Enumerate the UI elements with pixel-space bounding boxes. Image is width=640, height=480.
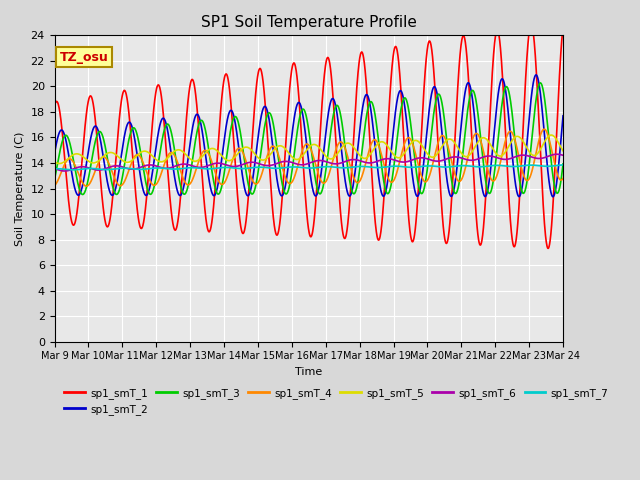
sp1_smT_6 (545, 154, 552, 159)
sp1_smT_7 (298, 165, 306, 170)
sp1_smT_6 (553, 151, 561, 157)
sp1_smT_7 (451, 163, 459, 169)
Title: SP1 Soil Temperature Profile: SP1 Soil Temperature Profile (201, 15, 417, 30)
sp1_smT_5 (545, 133, 552, 139)
sp1_smT_5 (298, 154, 306, 159)
sp1_smT_4 (77, 176, 84, 181)
sp1_smT_1 (51, 103, 58, 109)
sp1_smT_1 (451, 136, 459, 142)
sp1_smT_6 (545, 153, 552, 159)
sp1_smT_3 (545, 135, 552, 141)
sp1_smT_7 (77, 167, 84, 172)
sp1_smT_1 (77, 176, 84, 182)
sp1_smT_6 (451, 154, 459, 160)
sp1_smT_7 (545, 163, 552, 169)
sp1_smT_6 (77, 164, 84, 170)
Line: sp1_smT_5: sp1_smT_5 (54, 135, 563, 164)
sp1_smT_5 (547, 132, 555, 138)
sp1_smT_5 (56, 161, 63, 167)
sp1_smT_3 (79, 192, 86, 197)
sp1_smT_4 (51, 183, 58, 189)
sp1_smT_3 (536, 80, 544, 86)
sp1_smT_2 (451, 181, 459, 187)
sp1_smT_7 (285, 164, 292, 170)
sp1_smT_3 (545, 132, 552, 138)
sp1_smT_4 (540, 126, 548, 132)
sp1_smT_2 (51, 151, 58, 156)
sp1_smT_1 (559, 24, 567, 30)
sp1_smT_1 (298, 138, 306, 144)
Y-axis label: Soil Temperature (C): Soil Temperature (C) (15, 132, 25, 246)
sp1_smT_2 (77, 190, 84, 195)
sp1_smT_1 (544, 246, 552, 252)
sp1_smT_7 (545, 163, 552, 169)
Line: sp1_smT_4: sp1_smT_4 (54, 129, 563, 186)
sp1_smT_5 (559, 148, 567, 154)
sp1_smT_5 (51, 159, 58, 165)
sp1_smT_7 (559, 162, 567, 168)
sp1_smT_2 (559, 113, 567, 119)
sp1_smT_3 (298, 107, 306, 113)
sp1_smT_2 (545, 174, 552, 180)
sp1_smT_1 (545, 245, 552, 251)
sp1_smT_4 (83, 183, 90, 189)
X-axis label: Time: Time (295, 367, 323, 377)
sp1_smT_3 (285, 187, 292, 192)
sp1_smT_1 (527, 22, 535, 27)
sp1_smT_2 (298, 107, 306, 112)
Line: sp1_smT_1: sp1_smT_1 (54, 24, 563, 249)
sp1_smT_4 (451, 172, 459, 178)
sp1_smT_6 (285, 159, 292, 165)
sp1_smT_4 (285, 180, 292, 186)
Line: sp1_smT_7: sp1_smT_7 (54, 165, 563, 170)
Line: sp1_smT_3: sp1_smT_3 (54, 83, 563, 194)
sp1_smT_3 (451, 191, 459, 196)
sp1_smT_2 (549, 194, 557, 200)
sp1_smT_5 (545, 133, 552, 139)
sp1_smT_3 (559, 161, 567, 167)
sp1_smT_4 (559, 175, 567, 181)
sp1_smT_6 (298, 162, 306, 168)
sp1_smT_5 (77, 152, 84, 158)
sp1_smT_4 (298, 148, 306, 154)
sp1_smT_4 (545, 134, 552, 140)
sp1_smT_1 (284, 102, 292, 108)
sp1_smT_7 (68, 167, 76, 173)
sp1_smT_3 (77, 189, 84, 195)
sp1_smT_3 (51, 177, 58, 182)
sp1_smT_2 (545, 172, 552, 178)
sp1_smT_2 (284, 163, 292, 168)
sp1_smT_6 (559, 153, 567, 158)
sp1_smT_1 (545, 245, 552, 251)
sp1_smT_4 (545, 135, 552, 141)
sp1_smT_6 (61, 168, 68, 174)
Legend: sp1_smT_1, sp1_smT_2, sp1_smT_3, sp1_smT_4, sp1_smT_5, sp1_smT_6, sp1_smT_7: sp1_smT_1, sp1_smT_2, sp1_smT_3, sp1_smT… (60, 384, 612, 419)
sp1_smT_5 (285, 150, 292, 156)
sp1_smT_6 (51, 166, 58, 171)
sp1_smT_5 (451, 141, 459, 146)
Line: sp1_smT_2: sp1_smT_2 (54, 75, 563, 197)
Text: TZ_osu: TZ_osu (60, 51, 108, 64)
sp1_smT_2 (532, 72, 540, 78)
sp1_smT_7 (51, 166, 58, 172)
Line: sp1_smT_6: sp1_smT_6 (54, 154, 563, 171)
